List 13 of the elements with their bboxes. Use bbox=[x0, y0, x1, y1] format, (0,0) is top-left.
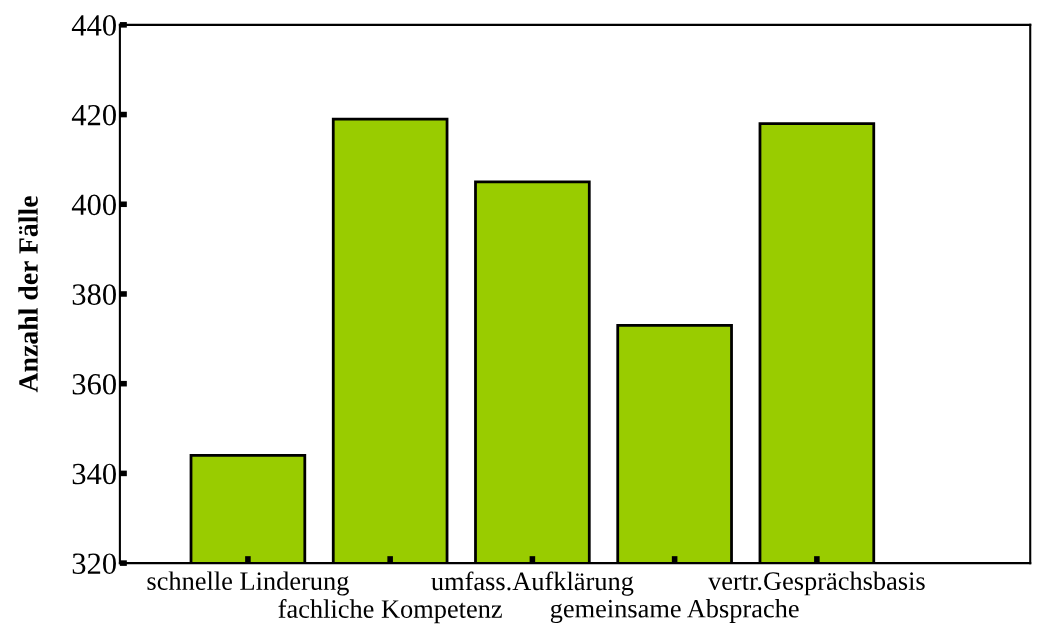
y-tick-label: 400 bbox=[71, 194, 116, 216]
x-tick-label: schnelle Linderung bbox=[147, 571, 349, 596]
y-tick-label: 420 bbox=[71, 104, 116, 126]
x-tick-label: umfass.Aufklärung bbox=[431, 571, 634, 596]
y-axis-title: Anzahl der Fälle bbox=[18, 196, 38, 393]
y-tick-label: 320 bbox=[72, 553, 116, 575]
x-tick-label: fachliche Kompetenz bbox=[278, 599, 502, 624]
y-tick-label: 380 bbox=[72, 284, 116, 305]
y-tick-label: 340 bbox=[72, 463, 116, 485]
x-tick-label: gemeinsame Absprache bbox=[550, 599, 799, 624]
x-tick-label: vertr.Gesprächsbasis bbox=[708, 571, 925, 596]
y-tick-label: 360 bbox=[72, 373, 116, 395]
y-tick-label: 440 bbox=[71, 15, 116, 36]
